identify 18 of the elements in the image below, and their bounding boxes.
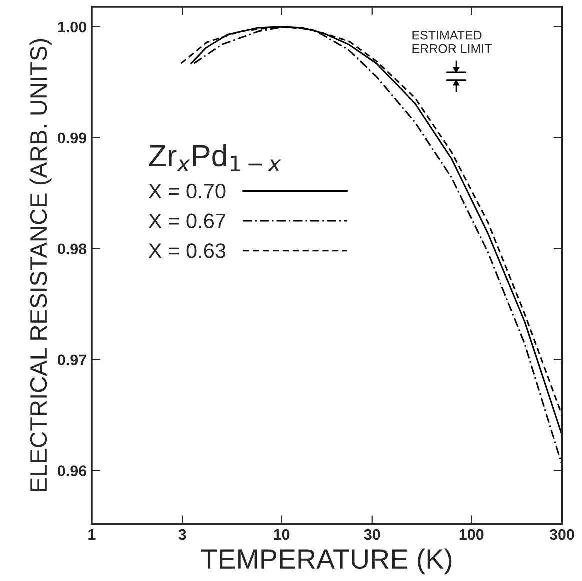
legend-label: X = 0.70 xyxy=(148,184,226,199)
y-axis-title: ELECTRICAL RESISTANCE (ARB. UNITS) xyxy=(30,39,52,492)
y-tick-label: 0.96 xyxy=(58,466,87,476)
x-tick-label: 10 xyxy=(274,529,290,540)
x-tick-label: 30 xyxy=(364,529,380,540)
legend-label: X = 0.63 xyxy=(148,244,226,258)
legend-title: Zr$_{x}$Pd$_{1−x}$ xyxy=(149,144,282,172)
x-tick-label: 300 xyxy=(550,529,574,540)
x-tick-label: 100 xyxy=(460,529,484,540)
x-tick-label: 1 xyxy=(88,529,96,540)
y-tick-label: 0.98 xyxy=(58,244,87,255)
legend-label: X = 0.67 xyxy=(148,214,226,229)
annotation: ESTIMATED ERROR LIMIT xyxy=(412,30,492,54)
y-tick-label: 0.97 xyxy=(58,354,86,366)
y-tick-label: 0.99 xyxy=(58,132,87,144)
x-tick-label: 3 xyxy=(178,529,186,540)
y-tick-label: 1.00 xyxy=(58,22,86,33)
x-axis-title: TEMPERATURE (K) xyxy=(201,548,452,575)
